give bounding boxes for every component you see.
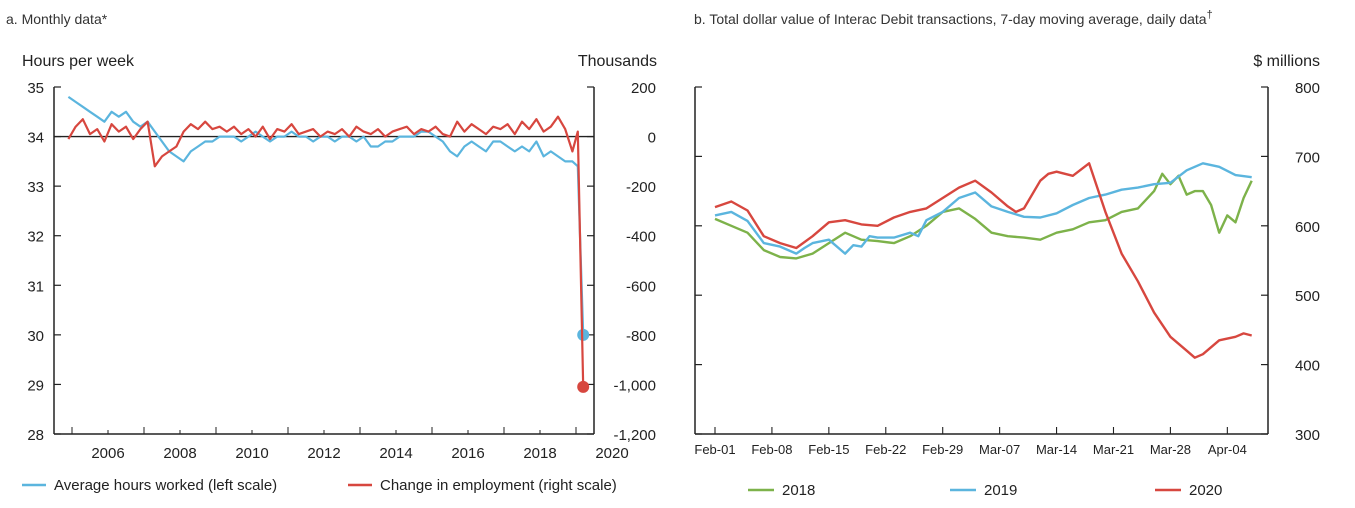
- panel-b-x-tick-label: Feb-08: [751, 442, 792, 457]
- panel-b-tick-label: 800: [1295, 80, 1320, 97]
- panel-b-x-tick-label: Feb-29: [922, 442, 963, 457]
- legend-label-employment: Change in employment (right scale): [380, 477, 617, 494]
- panel-a-title: a. Monthly data*: [6, 11, 108, 27]
- panel-a-x-tick-label: 2010: [235, 445, 268, 462]
- panel-b-x-tick-label: Apr-04: [1208, 442, 1247, 457]
- panel-a-x-tick-label: 2018: [523, 445, 556, 462]
- panel-a-right-tick-label: -800: [626, 328, 656, 345]
- panel-b-plot: 800 700 600 500 400 300 Feb-01 Feb-08 Feb-15 Feb-…: [694, 80, 1320, 457]
- panel-b-x-tick-label: Mar-14: [1036, 442, 1077, 457]
- panel-a-right-tick-label: -1,000: [613, 377, 656, 394]
- legend-label-hours: Average hours worked (left scale): [54, 477, 277, 494]
- panel-a-x-tick-label: 2014: [379, 445, 412, 462]
- panel-a-hours-line: [67, 95, 585, 335]
- panel-b-line-2019: [714, 162, 1252, 255]
- panel-a-x-tick-label: 2006: [91, 445, 124, 462]
- panel-a-x-tick-label: 2020: [595, 445, 628, 462]
- panel-a-right-tick-label: -400: [626, 229, 656, 246]
- panel-b-tick-label: 500: [1295, 288, 1320, 305]
- panel-a-right-unit: Thousands: [578, 53, 657, 70]
- panel-a-x-tick-label: 2012: [307, 445, 340, 462]
- panel-a-x-tick-label: 2008: [163, 445, 196, 462]
- panel-a-left-tick-label: 29: [27, 377, 44, 394]
- panel-a-right-tick-label: 200: [631, 80, 656, 97]
- panel-b-legend: 2018 2019 2020: [748, 482, 1222, 499]
- panel-a-right-tick-label: -600: [626, 278, 656, 295]
- panel-b-x-tick-label: Feb-15: [808, 442, 849, 457]
- panel-b-tick-label: 300: [1295, 427, 1320, 444]
- panel-a-left-tick-label: 30: [27, 328, 44, 345]
- legend-label-2018: 2018: [782, 482, 815, 499]
- panel-a-right-tick-label: 0: [648, 130, 656, 147]
- panel-a-right-tick-label: -1,200: [613, 427, 656, 444]
- panel-a-right-tick-label: -200: [626, 179, 656, 196]
- panel-b-x-tick-label: Mar-21: [1093, 442, 1134, 457]
- panel-b-tick-label: 700: [1295, 149, 1320, 166]
- panel-a-employment-last-point: [577, 380, 590, 393]
- legend-label-2020: 2020: [1189, 482, 1222, 499]
- panel-a-left-tick-label: 33: [27, 179, 44, 196]
- panel-b-right-unit: $ millions: [1253, 53, 1320, 70]
- panel-a-plot: 35 200 34 0 33 -200 32 -400 31 -600 30 -800 29 -1,000…: [27, 80, 656, 462]
- panel-b-x-tick-label: Mar-28: [1150, 442, 1191, 457]
- panel-a-left-tick-label: 32: [27, 229, 44, 246]
- panel-b-title-text: b. Total dollar value of Interac Debit t…: [694, 11, 1207, 27]
- panel-b-tick-label: 600: [1295, 219, 1320, 236]
- panel-b-title-mark: †: [1207, 9, 1213, 21]
- panel-a-employment-line: [67, 115, 585, 387]
- panel-b-x-tick-label: Feb-22: [865, 442, 906, 457]
- panel-a-left-unit: Hours per week: [22, 53, 135, 70]
- panel-a-left-tick-label: 34: [27, 130, 44, 147]
- panel-a-left-tick-label: 31: [27, 278, 44, 295]
- panel-b-line-2018: [714, 172, 1253, 260]
- panel-a-legend: Average hours worked (left scale) Change …: [22, 477, 617, 494]
- panel-a-left-tick-label: 35: [27, 80, 44, 97]
- panel-b-x-tick-label: Mar-07: [979, 442, 1020, 457]
- panel-b-tick-label: 400: [1295, 358, 1320, 375]
- panel-a-x-tick-label: 2016: [451, 445, 484, 462]
- panel-a-hours-last-point: [577, 328, 590, 341]
- legend-label-2019: 2019: [984, 482, 1017, 499]
- panel-a-left-tick-label: 28: [27, 427, 44, 444]
- panel-b-title: b. Total dollar value of Interac Debit t…: [694, 9, 1213, 27]
- panel-b-line-2020: [714, 162, 1253, 359]
- panel-b-x-tick-label: Feb-01: [694, 442, 735, 457]
